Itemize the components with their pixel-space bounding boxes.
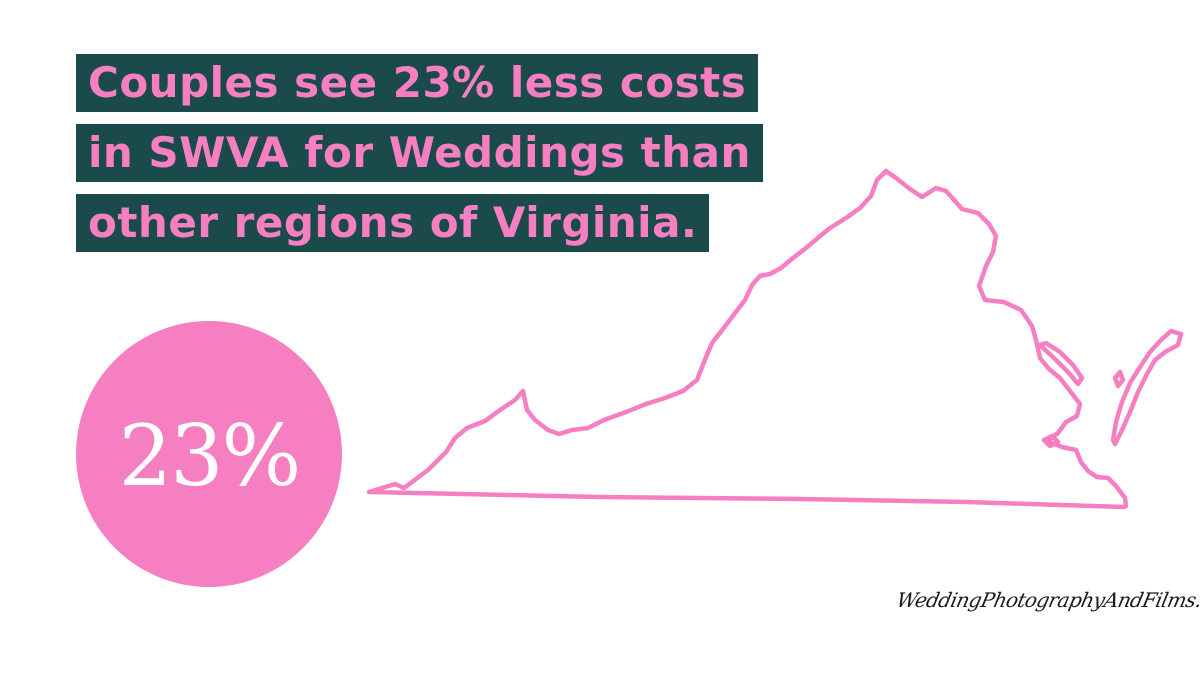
headline-line-1: Couples see 23% less costs <box>76 54 759 112</box>
headline: Couples see 23% less costs in SWVA for W… <box>76 54 763 264</box>
stat-circle: 23% <box>76 321 342 587</box>
headline-line-3: other regions of Virginia. <box>76 194 710 252</box>
stat-value: 23% <box>118 407 302 505</box>
headline-line-2: in SWVA for Weddings than <box>76 124 763 182</box>
watermark-logo: WeddingPhotographyAndFilms.com <box>894 588 1200 612</box>
